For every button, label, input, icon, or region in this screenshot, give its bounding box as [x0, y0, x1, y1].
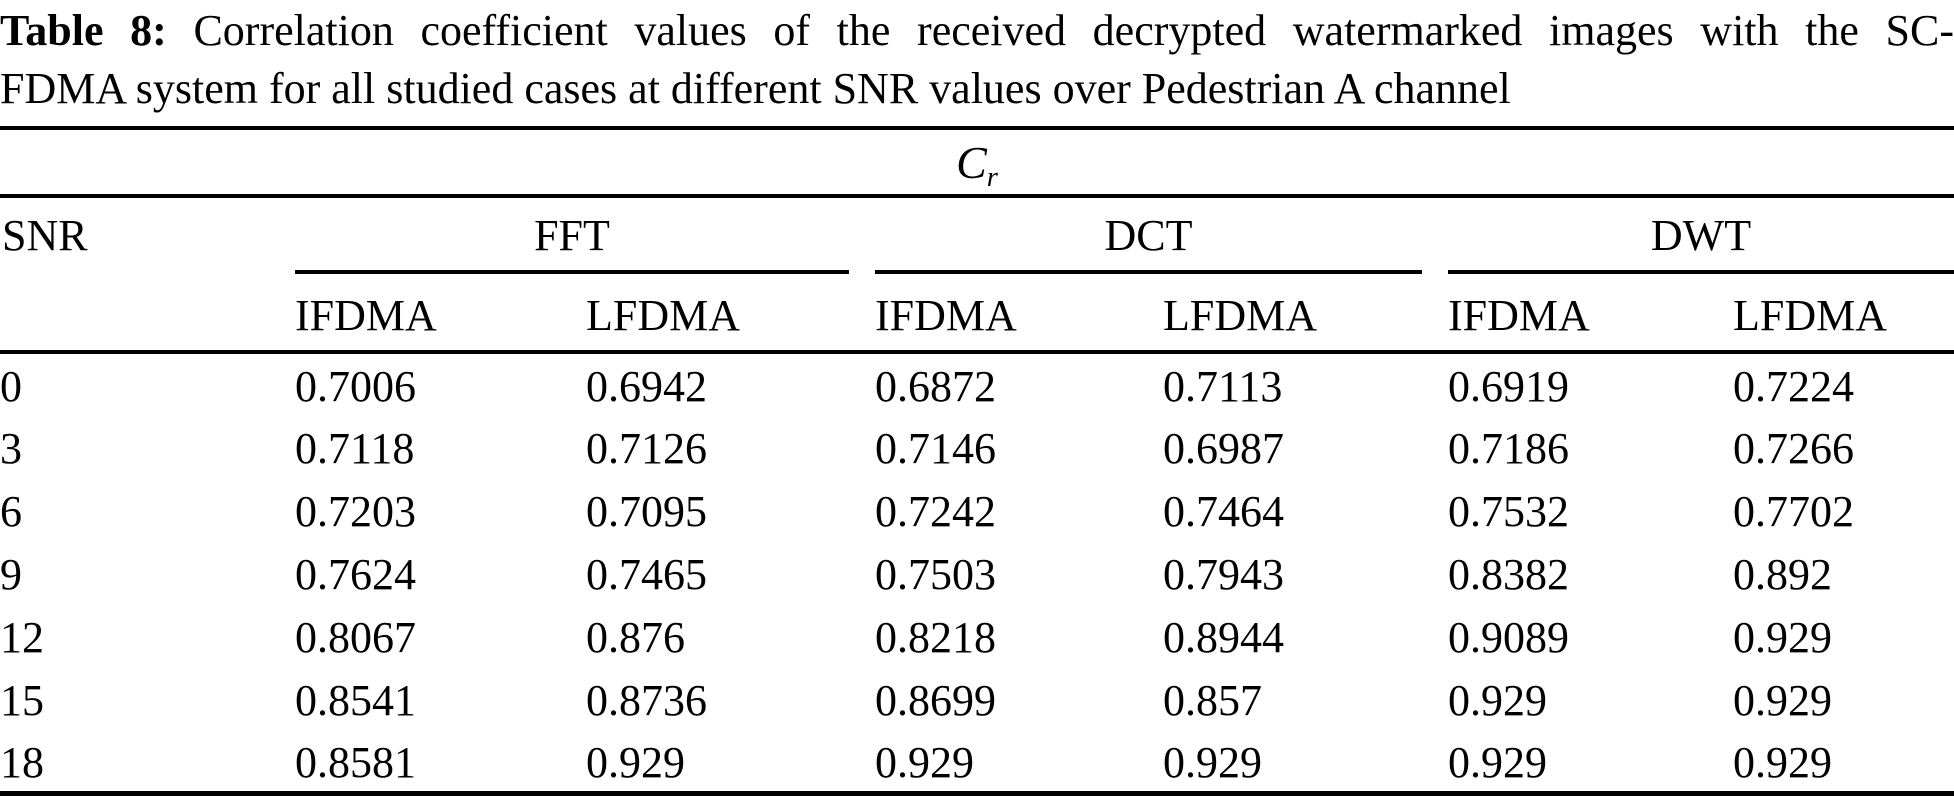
table-row: 12 0.8067 0.876 0.8218 0.8944 0.9089 0.9… [0, 604, 1954, 667]
sub-header-dct-lfdma: LFDMA [1163, 274, 1448, 354]
snr-value: 0 [0, 362, 22, 411]
cr-symbol: C [956, 137, 987, 188]
cell-dwt-lfdma: 0.929 [1733, 613, 1832, 662]
column-header-snr: SNR [2, 211, 88, 260]
cell-dct-ifdma: 0.6872 [875, 362, 996, 411]
cell-dwt-lfdma: 0.7702 [1733, 487, 1854, 536]
cell-fft-ifdma: 0.7006 [295, 362, 416, 411]
snr-value: 6 [0, 487, 22, 536]
cell-fft-lfdma: 0.7095 [586, 487, 707, 536]
cell-fft-lfdma: 0.7126 [586, 424, 707, 473]
table-row: 6 0.7203 0.7095 0.7242 0.7464 0.7532 0.7… [0, 478, 1954, 541]
snr-value: 15 [0, 676, 44, 725]
cell-fft-lfdma: 0.929 [586, 737, 685, 787]
group-header-row: SNR FFT DCT DWT [0, 196, 1954, 274]
caption-label: Table 8: [0, 6, 167, 55]
cell-fft-lfdma: 0.6942 [586, 362, 707, 411]
cell-dct-ifdma: 0.8218 [875, 613, 996, 662]
cr-subscript: r [986, 161, 998, 193]
sub-header-dwt-ifdma: IFDMA [1448, 274, 1733, 354]
cell-dwt-ifdma: 0.929 [1448, 737, 1547, 787]
snr-value: 12 [0, 613, 44, 662]
cell-dct-lfdma: 0.7113 [1163, 362, 1283, 411]
table-row: 0 0.7006 0.6942 0.6872 0.7113 0.6919 0.7… [0, 352, 1954, 415]
cell-dwt-ifdma: 0.7532 [1448, 487, 1569, 536]
sub-header-fft-ifdma: IFDMA [295, 274, 586, 354]
cell-dct-ifdma: 0.7146 [875, 424, 996, 473]
table-row: 18 0.8581 0.929 0.929 0.929 0.929 0.929 [0, 730, 1954, 793]
cell-dct-lfdma: 0.8944 [1163, 613, 1284, 662]
table-row: 3 0.7118 0.7126 0.7146 0.6987 0.7186 0.7… [0, 415, 1954, 478]
cell-dwt-lfdma: 0.892 [1733, 550, 1832, 599]
cell-dct-ifdma: 0.7503 [875, 550, 996, 599]
cell-dct-lfdma: 0.7464 [1163, 487, 1284, 536]
cell-dwt-lfdma: 0.929 [1733, 676, 1832, 725]
cell-fft-ifdma: 0.7118 [295, 424, 415, 473]
cell-fft-lfdma: 0.876 [586, 613, 685, 662]
super-header-cr: Cr [0, 128, 1954, 198]
caption-line-2: FDMA system for all studied cases at dif… [0, 64, 1511, 113]
cell-dct-ifdma: 0.7242 [875, 487, 996, 536]
cell-dwt-ifdma: 0.929 [1448, 676, 1547, 725]
caption-text-1: Correlation coefficient values of the re… [193, 6, 1954, 55]
cell-fft-ifdma: 0.7203 [295, 487, 416, 536]
cell-dct-ifdma: 0.929 [875, 737, 974, 787]
table-row: 15 0.8541 0.8736 0.8699 0.857 0.929 0.92… [0, 667, 1954, 730]
cell-fft-ifdma: 0.7624 [295, 550, 416, 599]
cell-fft-lfdma: 0.8736 [586, 676, 707, 725]
table-row: 9 0.7624 0.7465 0.7503 0.7943 0.8382 0.8… [0, 541, 1954, 604]
cell-dwt-ifdma: 0.9089 [1448, 613, 1569, 662]
cell-dwt-ifdma: 0.7186 [1448, 424, 1569, 473]
cell-dwt-lfdma: 0.7224 [1733, 362, 1854, 411]
group-header-dct: DCT [875, 196, 1448, 274]
cell-dct-lfdma: 0.7943 [1163, 550, 1284, 599]
cell-dct-lfdma: 0.6987 [1163, 424, 1284, 473]
sub-header-dwt-lfdma: LFDMA [1733, 274, 1954, 354]
correlation-table: Cr SNR FFT DCT DWT IFDMA LFDMA IFDMA LFD… [0, 126, 1954, 796]
sub-header-empty [0, 274, 295, 354]
cell-dwt-ifdma: 0.8382 [1448, 550, 1569, 599]
cell-dwt-lfdma: 0.7266 [1733, 424, 1854, 473]
snr-value: 9 [0, 550, 22, 599]
sub-header-row: IFDMA LFDMA IFDMA LFDMA IFDMA LFDMA [0, 274, 1954, 354]
cell-dct-ifdma: 0.8699 [875, 676, 996, 725]
sub-header-dct-ifdma: IFDMA [875, 274, 1163, 354]
group-header-dwt: DWT [1448, 196, 1954, 274]
cell-dwt-lfdma: 0.929 [1733, 737, 1832, 787]
snr-value: 18 [0, 737, 44, 787]
cell-fft-ifdma: 0.8067 [295, 613, 416, 662]
cell-fft-ifdma: 0.8541 [295, 676, 416, 725]
super-header-row: Cr [0, 128, 1954, 198]
cell-fft-lfdma: 0.7465 [586, 550, 707, 599]
cell-dwt-ifdma: 0.6919 [1448, 362, 1569, 411]
caption-line-1: Table 8: Correlation coefficient values … [0, 2, 1954, 60]
cell-fft-ifdma: 0.8581 [295, 737, 416, 787]
snr-value: 3 [0, 424, 22, 473]
group-header-fft: FFT [295, 196, 875, 274]
table-caption: Table 8: Correlation coefficient values … [0, 0, 1954, 118]
cell-dct-lfdma: 0.857 [1163, 676, 1262, 725]
sub-header-fft-lfdma: LFDMA [586, 274, 875, 354]
cell-dct-lfdma: 0.929 [1163, 737, 1262, 787]
